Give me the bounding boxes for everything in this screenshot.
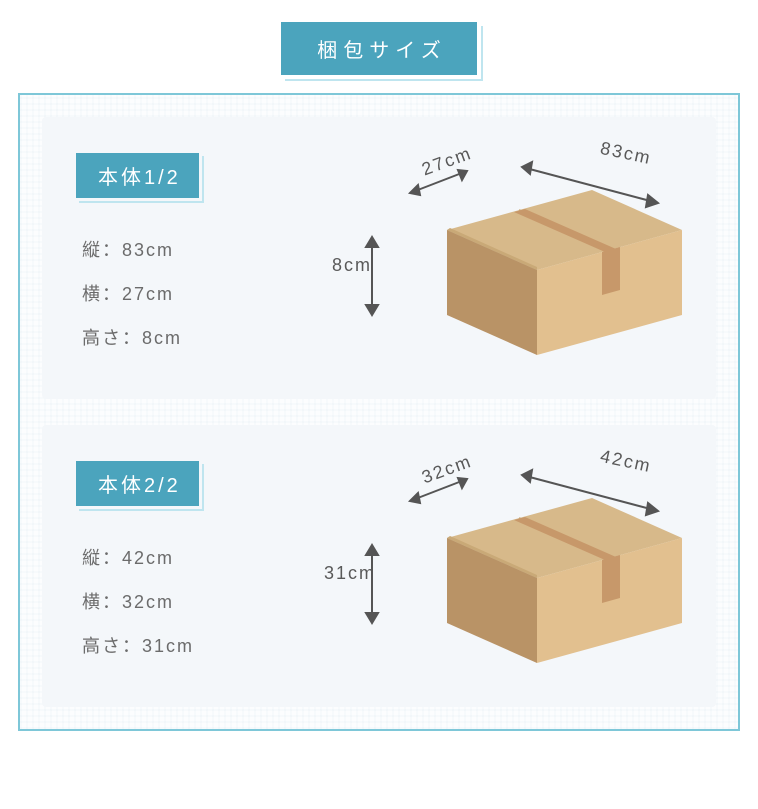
title-wrap: 梱包サイズ: [0, 0, 758, 93]
page-title: 梱包サイズ: [317, 40, 446, 62]
package-card: 本体1/2 縦：83cm 横：27cm 高さ：8cm 27cm 83cm 8cm: [42, 117, 716, 399]
depth-text: 縦：83cm: [82, 236, 336, 262]
package-label-badge: 本体2/2: [76, 461, 199, 506]
dimension-list: 縦：42cm 横：32cm 高さ：31cm: [76, 544, 336, 658]
box-icon: [312, 453, 692, 683]
package-label-badge: 本体1/2: [76, 153, 199, 198]
package-diagram: 32cm 42cm 31cm: [336, 453, 692, 683]
outer-panel: 本体1/2 縦：83cm 横：27cm 高さ：8cm 27cm 83cm 8cm: [18, 93, 740, 731]
package-card: 本体2/2 縦：42cm 横：32cm 高さ：31cm 32cm 42cm 31…: [42, 425, 716, 707]
dimension-list: 縦：83cm 横：27cm 高さ：8cm: [76, 236, 336, 350]
package-info: 本体1/2 縦：83cm 横：27cm 高さ：8cm: [76, 153, 336, 368]
package-label: 本体1/2: [98, 167, 181, 189]
height-text: 高さ：31cm: [82, 632, 336, 658]
depth-text: 縦：42cm: [82, 544, 336, 570]
package-label: 本体2/2: [98, 475, 181, 497]
package-diagram: 27cm 83cm 8cm: [336, 145, 692, 375]
package-info: 本体2/2 縦：42cm 横：32cm 高さ：31cm: [76, 461, 336, 676]
page-title-badge: 梱包サイズ: [281, 22, 476, 75]
width-text: 横：27cm: [82, 280, 336, 306]
box-icon: [312, 145, 692, 375]
height-text: 高さ：8cm: [82, 324, 336, 350]
width-text: 横：32cm: [82, 588, 336, 614]
